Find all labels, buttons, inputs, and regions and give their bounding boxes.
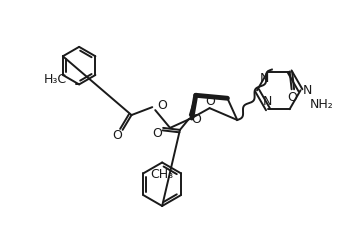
Text: NH₂: NH₂ [309, 98, 333, 111]
Text: O: O [206, 95, 216, 108]
Text: N: N [263, 95, 273, 108]
Text: O: O [288, 91, 298, 104]
Text: N: N [303, 84, 312, 97]
Text: H₃C: H₃C [44, 73, 67, 86]
Text: O: O [112, 129, 122, 142]
Text: N: N [259, 72, 269, 85]
Text: O: O [157, 99, 167, 112]
Text: CH₃: CH₃ [150, 168, 174, 181]
Text: O: O [152, 127, 162, 140]
Text: O: O [191, 114, 201, 126]
